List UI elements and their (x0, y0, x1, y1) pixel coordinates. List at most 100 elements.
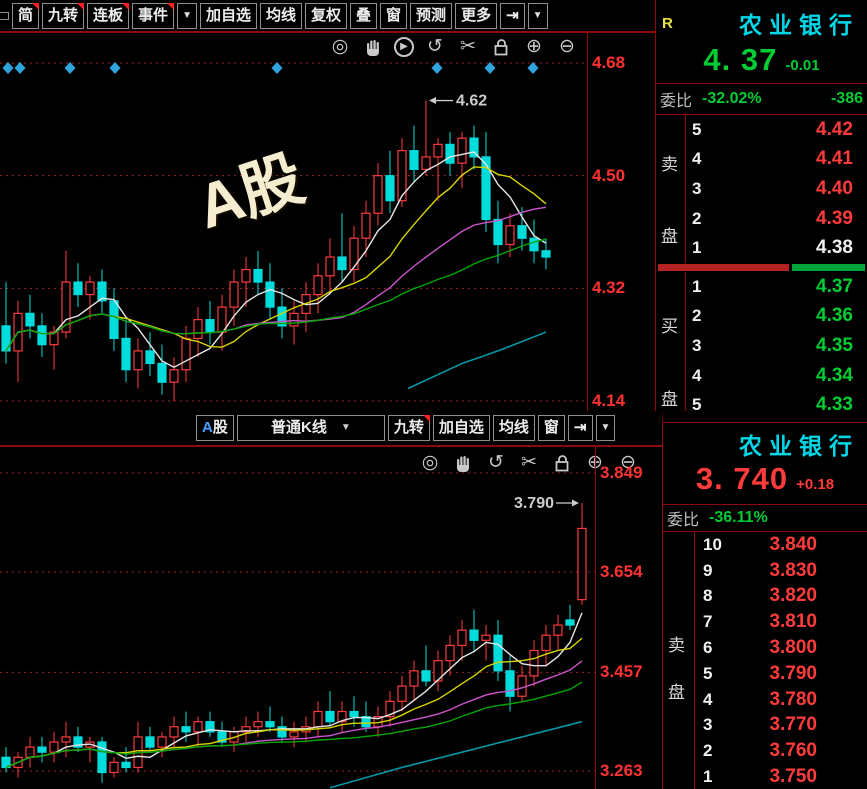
toolbar-b-button-加自选[interactable]: 加自选 (432, 415, 490, 441)
toolbar-a-button-叠[interactable]: 叠 (350, 3, 378, 29)
order-book-row[interactable]: 5 3.790 (663, 661, 867, 687)
lock-icon[interactable] (489, 35, 513, 59)
order-book-row[interactable]: 3 4.40 (656, 174, 867, 204)
play-icon[interactable]: ▶ (394, 37, 414, 57)
order-book-row[interactable]: 2 4.39 (656, 204, 867, 234)
event-diamond[interactable] (14, 62, 26, 74)
order-book-row[interactable]: 5 4.33 (656, 390, 867, 411)
candle-down (445, 143, 455, 164)
candle-up (517, 675, 527, 697)
quote-panel-hk-share: 农业银行 3. 740 +0.18 委比 -36.11% 10 3.840 9 3.8… (662, 411, 867, 789)
candlestick-chart-a-share[interactable]: 4.62 (0, 0, 587, 411)
candle-up (253, 721, 263, 728)
toolbar-b-button-⇥[interactable]: ⇥ (567, 415, 593, 441)
zoom-in-icon[interactable]: ⊕ (526, 36, 542, 57)
order-book-row[interactable]: 1 3.750 (663, 764, 867, 789)
toolbar-b-button-窗[interactable]: 窗 (537, 415, 565, 441)
zoom-out-icon[interactable]: ⊖ (559, 36, 575, 57)
order-book-row[interactable]: 10 3.840 (663, 532, 867, 558)
toolbar-a-button-复权[interactable]: 复权 (305, 3, 348, 29)
toolbar-a-button-简[interactable]: 简 (12, 3, 40, 29)
candle-down (325, 710, 335, 723)
toolbar-a-button-九转[interactable]: 九转 (42, 3, 85, 29)
toolbar-a-button-加自选[interactable]: 加自选 (199, 3, 257, 29)
toolbar-divider (0, 31, 655, 33)
candle-up (385, 700, 395, 718)
order-book-row[interactable]: 4 3.780 (663, 687, 867, 713)
order-book-row[interactable]: 9 3.830 (663, 558, 867, 584)
order-book-row[interactable]: 1 4.37 (656, 272, 867, 302)
axis-tick-label: 3.849 (600, 463, 643, 482)
last-price-row: 3. 740 +0.18 (663, 461, 867, 505)
sell-label-char: 盘 (661, 227, 678, 246)
toolbar-b-button-九转[interactable]: 九转 (387, 415, 430, 441)
order-book-row[interactable]: 7 3.810 (663, 609, 867, 635)
order-book-row[interactable]: 8 3.820 (663, 584, 867, 610)
candle-down (349, 710, 359, 718)
candle-up (397, 685, 407, 702)
scissors-icon[interactable]: ✂ (521, 452, 537, 473)
order-book-row[interactable]: 2 3.760 (663, 738, 867, 764)
toolbar-a-button-更多[interactable]: 更多 (455, 3, 498, 29)
last-price: 4. 37 (703, 42, 778, 77)
order-book-row[interactable]: 2 4.36 (656, 302, 867, 332)
toolbar-b-button-▼[interactable]: ▼ (595, 415, 616, 441)
order-book-row[interactable]: 5 4.42 (656, 115, 867, 145)
candle-down (217, 731, 227, 743)
order-book-row[interactable]: 3 3.770 (663, 713, 867, 739)
weibi-label: 委比 (667, 512, 700, 529)
toolbar-hk-share: A股 普通K线 ▼ 九转 加自选 均线窗 ⇥ ▼ (196, 413, 616, 443)
zoom-out-icon[interactable]: ⊖ (620, 452, 636, 473)
book-price: 3.840 (769, 533, 817, 555)
toolbar-a-button-预测[interactable]: 预测 (410, 3, 453, 29)
toolbar-a-button-▼[interactable]: ▼ (177, 3, 197, 29)
toolbar-a-button-窗[interactable]: 窗 (380, 3, 408, 29)
toolbar-a-button-▼[interactable]: ▼ (527, 3, 548, 29)
order-book-row[interactable]: 6 3.800 (663, 635, 867, 661)
toolbar-a-button-partial[interactable] (0, 12, 9, 20)
candle-up (313, 275, 323, 296)
scissors-icon[interactable]: ✂ (460, 36, 476, 57)
candle-down (109, 300, 119, 340)
event-diamond[interactable] (527, 62, 539, 74)
eye-icon[interactable]: ◎ (331, 36, 349, 57)
undo-icon[interactable]: ↺ (427, 36, 443, 57)
candle-up (421, 156, 431, 171)
undo-icon[interactable]: ↺ (488, 452, 504, 473)
toolbar-a-button-连板[interactable]: 连板 (87, 3, 130, 29)
event-diamond[interactable] (64, 62, 76, 74)
book-level: 2 (692, 306, 702, 326)
hand-icon[interactable] (451, 451, 475, 475)
lock-icon[interactable] (550, 451, 574, 475)
book-level: 4 (703, 689, 713, 709)
weibi-row: 委比 -32.02% -386 (656, 84, 867, 115)
candle-down (421, 670, 431, 682)
order-book-row[interactable]: 4 4.34 (656, 361, 867, 391)
zoom-in-icon[interactable]: ⊕ (583, 451, 607, 475)
book-level: 9 (703, 560, 713, 580)
event-diamond[interactable] (109, 62, 121, 74)
toolbar-a-button-均线[interactable]: 均线 (259, 3, 302, 29)
event-diamond[interactable] (431, 62, 443, 74)
toolbar-b-button-A股[interactable]: A股 (196, 415, 234, 441)
toolbar-a-button-⇥[interactable]: ⇥ (500, 3, 525, 29)
order-book-row[interactable]: 4 4.41 (656, 145, 867, 175)
order-book-row[interactable]: 3 4.35 (656, 331, 867, 361)
event-diamond[interactable] (271, 62, 283, 74)
candle-down (493, 634, 503, 672)
book-price: 4.33 (816, 394, 853, 411)
order-book-row[interactable]: 1 4.38 (656, 233, 867, 263)
peak-price-label: 3.790 (514, 495, 554, 512)
toolbar-b-button-均线[interactable]: 均线 (492, 415, 535, 441)
toolbar-b-button-普通K线[interactable]: 普通K线 ▼ (236, 415, 385, 441)
event-diamond[interactable] (2, 62, 14, 74)
candle-down (265, 721, 275, 728)
toolbar-a-button-事件[interactable]: 事件 (132, 3, 175, 29)
price-change: +0.18 (796, 476, 835, 493)
candle-up (505, 225, 515, 246)
hand-icon[interactable] (361, 35, 385, 59)
candle-down (97, 741, 107, 774)
eye-icon[interactable]: ◎ (421, 452, 439, 473)
event-diamond[interactable] (484, 62, 496, 74)
candlestick-chart-hk-share[interactable]: 3.790 (0, 411, 595, 789)
